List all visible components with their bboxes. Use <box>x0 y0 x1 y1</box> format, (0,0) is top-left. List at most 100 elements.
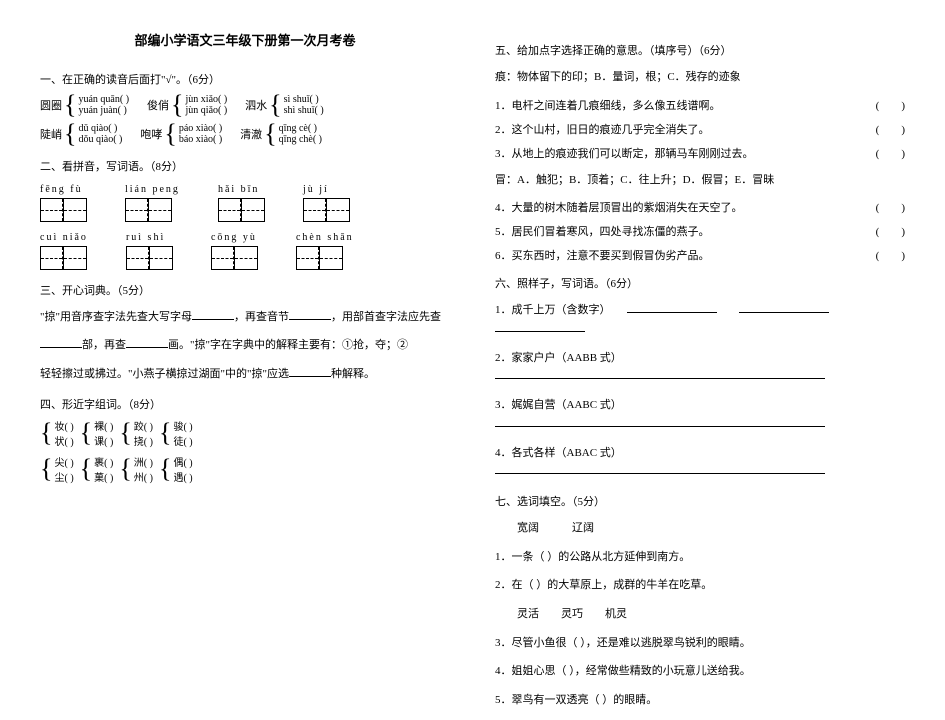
pinyin-option: yuán quān( ) <box>78 94 129 105</box>
pinyin-block: cōng yù <box>211 232 258 270</box>
section-6-heading: 六、照样子，写词语。（6分） <box>495 275 905 291</box>
char-blank: 尘( ) <box>54 469 73 484</box>
brace-body: sì shuǐ( ) shì shuǐ( ) <box>284 94 324 116</box>
answer-paren[interactable]: ( ) <box>876 223 905 239</box>
section-3-heading: 三、开心词典。（5分） <box>40 282 450 298</box>
brace-body: 洲( )州( ) <box>134 454 153 484</box>
pinyin-block: chèn shān <box>296 232 354 270</box>
brace-body: 裸( )课( ) <box>94 418 113 448</box>
section-5-heading: 五、给加点字选择正确的意思。（填序号）（6分） <box>495 42 905 58</box>
brace-body: 尖( )尘( ) <box>54 454 73 484</box>
char-blank: 挠( ) <box>134 433 153 448</box>
pinyin-block: ruì shì <box>126 232 173 270</box>
answer-paren[interactable]: ( ) <box>876 97 905 113</box>
s5-item: 1．电杆之间连着几痕细线，多么像五线谱啊。 ( ) <box>495 97 905 113</box>
prompt: 3．娓娓自营（AABC 式） <box>495 399 616 411</box>
blank[interactable] <box>627 301 717 313</box>
word-label: 圆圈 <box>40 97 64 113</box>
brace-icon: { <box>40 457 52 480</box>
question-text: 4．大量的树木随着层顶冒出的紫烟消失在天空了。 <box>495 199 870 215</box>
brace-group: {妆( )状( ) <box>40 418 74 448</box>
s5-item: 4．大量的树木随着层顶冒出的紫烟消失在天空了。 ( ) <box>495 199 905 215</box>
pinyin-option: jùn qiǎo( ) <box>186 105 228 116</box>
answer-paren[interactable]: ( ) <box>876 247 905 263</box>
answer-paren[interactable]: ( ) <box>876 199 905 215</box>
section-1-heading: 一、在正确的读音后面打"√"。（6分） <box>40 71 450 87</box>
char-blank: 裸( ) <box>94 418 113 433</box>
page: 部编小学语文三年级下册第一次月考卷 一、在正确的读音后面打"√"。（6分） 圆圈… <box>40 30 905 720</box>
blank[interactable] <box>739 301 829 313</box>
text: 轻轻擦过或拂过。"小燕子横掠过湖面"中的"掠"应选 <box>40 368 289 380</box>
write-box[interactable] <box>125 198 172 222</box>
s3-line-1: "掠"用音序查字法先查大写字母，再查音节，用部首查字法应先查 <box>40 308 450 327</box>
char-blank: 妆( ) <box>54 418 73 433</box>
word-label: 俊俏 <box>147 97 171 113</box>
s5-mao-def: 冒：A．触犯；B．顶着；C．往上升；D．假冒；E．冒昧 <box>495 171 905 190</box>
brace-body: 跤( )挠( ) <box>134 418 153 448</box>
text: 部，再查 <box>82 339 126 351</box>
blank[interactable] <box>192 308 234 320</box>
question-text: 1．电杆之间连着几痕细线，多么像五线谱啊。 <box>495 97 870 113</box>
s4-row-1: {妆( )状( ) {裸( )课( ) { 跤( )挠( ) {骏( )徒( ) <box>40 418 450 448</box>
brace-icon: { <box>159 457 171 480</box>
brace-icon: { <box>264 122 276 145</box>
brace-body: páo xiào( ) báo xiào( ) <box>179 123 222 145</box>
pinyin-text: lián peng <box>125 184 180 195</box>
answer-paren[interactable]: ( ) <box>876 145 905 161</box>
pinyin-option: qīng cè( ) <box>279 123 322 134</box>
brace-icon: { <box>269 93 281 116</box>
brace-icon: { <box>119 457 131 480</box>
brace-icon: { <box>164 122 176 145</box>
pinyin-option: dǒu qiào( ) <box>78 134 122 145</box>
write-box[interactable] <box>218 198 265 222</box>
text: 种解释。 <box>331 368 375 380</box>
blank[interactable] <box>40 336 82 348</box>
s7-item: 3．尽管小鱼很（ ），还是难以逃脱翠鸟锐利的眼睛。 <box>495 634 905 653</box>
blank[interactable] <box>495 415 825 427</box>
pinyin-text: ruì shì <box>126 232 165 243</box>
blank[interactable] <box>126 336 168 348</box>
s7-item: 4．姐姐心思（ ），经常做些精致的小玩意儿送给我。 <box>495 662 905 681</box>
pinyin-option: páo xiào( ) <box>179 123 222 134</box>
s7-item: 2．在（ ）的大草原上，成群的牛羊在吃草。 <box>495 576 905 595</box>
blank[interactable] <box>289 365 331 377</box>
s5-item: 6．买东西时，注意不要买到假冒伪劣产品。( ) <box>495 247 905 263</box>
word-choices: 灵活 灵巧 机灵 <box>495 605 905 624</box>
brace-icon: { <box>40 421 52 444</box>
text: ，用部首查字法应先查 <box>331 311 441 323</box>
pinyin-text: hǎi bīn <box>218 184 260 195</box>
write-box[interactable] <box>126 246 173 270</box>
s5-item: 5．居民们冒着寒风，四处寻找冻僵的燕子。( ) <box>495 223 905 239</box>
brace-body: dǔ qiào( ) dǒu qiào( ) <box>78 123 122 145</box>
s1-row-2: 陡峭 { dǔ qiào( ) dǒu qiào( ) 咆哮 { páo xià… <box>40 122 450 145</box>
write-box[interactable] <box>40 246 87 270</box>
write-box[interactable] <box>303 198 350 222</box>
write-box[interactable] <box>40 198 87 222</box>
write-box[interactable] <box>211 246 258 270</box>
brace-group: 清澈 { qīng cè( ) qīng chè( ) <box>240 122 322 145</box>
blank[interactable] <box>289 308 331 320</box>
pinyin-option: yuán juàn( ) <box>78 105 129 116</box>
brace-group: {骏( )徒( ) <box>159 418 193 448</box>
choice: 宽阔 <box>517 522 539 534</box>
blank[interactable] <box>495 367 825 379</box>
s4-row-2: {尖( )尘( ) {裹( )菓( ) {洲( )州( ) {偶( )遇( ) <box>40 454 450 484</box>
doc-title: 部编小学语文三年级下册第一次月考卷 <box>40 30 450 49</box>
pinyin-text: cōng yù <box>211 232 257 243</box>
blank[interactable] <box>495 320 585 332</box>
brace-group: {裹( )菓( ) <box>80 454 114 484</box>
question-text: 3．从地上的痕迹我们可以断定，那辆马车刚刚过去。 <box>495 145 870 161</box>
pinyin-block: fēng fù <box>40 184 87 222</box>
pinyin-block: jù jí <box>303 184 350 222</box>
word-choices: 宽阔 辽阔 <box>495 519 905 538</box>
brace-group: {裸( )课( ) <box>80 418 114 448</box>
text: 画。"掠"字在字典中的解释主要有：①抢，夺；② <box>168 339 408 351</box>
answer-paren[interactable]: ( ) <box>876 121 905 137</box>
pinyin-block: hǎi bīn <box>218 184 265 222</box>
write-box[interactable] <box>296 246 343 270</box>
pinyin-text: fēng fù <box>40 184 83 195</box>
blank[interactable] <box>495 462 825 474</box>
brace-body: 裹( )菓( ) <box>94 454 113 484</box>
word-label: 咆哮 <box>140 126 164 142</box>
char-blank: 洲( ) <box>134 454 153 469</box>
